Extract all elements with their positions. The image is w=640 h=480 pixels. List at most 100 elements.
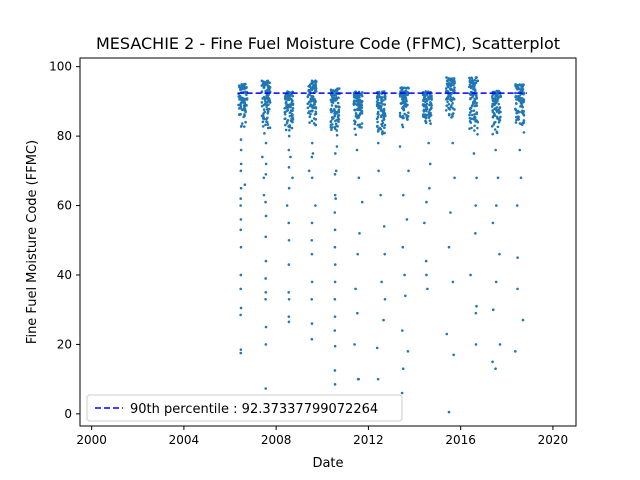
data-point	[333, 107, 336, 111]
data-point	[514, 102, 518, 105]
data-point	[314, 81, 317, 85]
data-point	[496, 176, 500, 180]
data-point	[337, 113, 341, 117]
data-point	[377, 128, 380, 131]
data-point	[354, 120, 357, 124]
data-point	[335, 98, 338, 101]
data-point	[498, 343, 502, 346]
data-point	[491, 221, 495, 225]
data-point	[239, 197, 242, 200]
data-point	[470, 77, 474, 80]
data-point	[288, 111, 292, 115]
data-point	[310, 337, 314, 341]
x-axis-label: Date	[312, 456, 343, 471]
data-point	[287, 320, 291, 324]
data-point	[494, 96, 497, 99]
data-point	[499, 94, 502, 97]
data-point	[268, 126, 272, 130]
data-point	[291, 176, 294, 180]
data-point	[475, 79, 479, 83]
data-point	[333, 193, 337, 197]
data-point	[287, 186, 291, 190]
data-point	[516, 87, 519, 91]
data-point	[287, 148, 291, 152]
data-point	[284, 100, 288, 104]
data-point	[312, 86, 315, 89]
data-point	[285, 121, 289, 125]
data-point	[468, 76, 471, 80]
data-point	[333, 125, 337, 129]
data-point	[260, 101, 264, 104]
data-point	[308, 83, 312, 87]
data-point	[239, 98, 242, 101]
data-point	[514, 350, 517, 353]
data-point	[425, 109, 428, 113]
data-point	[468, 120, 472, 123]
data-point	[287, 297, 291, 301]
data-point	[354, 112, 358, 115]
data-point	[357, 105, 361, 108]
data-point	[314, 89, 318, 93]
data-point	[333, 297, 337, 301]
data-point	[376, 125, 379, 128]
data-point	[491, 94, 494, 98]
data-point	[494, 367, 497, 371]
data-point	[403, 100, 407, 103]
data-point	[452, 83, 455, 87]
data-point	[446, 84, 450, 88]
data-point	[239, 351, 243, 355]
data-point	[379, 115, 383, 118]
data-point	[239, 186, 243, 190]
data-point	[452, 353, 455, 357]
data-point	[354, 287, 357, 291]
x-tick-label: 2008	[261, 433, 292, 447]
data-point	[468, 116, 472, 120]
data-point	[518, 98, 521, 102]
data-point	[310, 238, 314, 242]
data-point	[522, 119, 526, 122]
data-point	[383, 252, 387, 256]
data-point	[355, 148, 359, 152]
data-point	[444, 109, 448, 112]
data-point	[283, 112, 287, 116]
data-point	[383, 113, 387, 117]
data-point	[264, 297, 267, 301]
data-point	[314, 106, 318, 110]
data-point	[496, 92, 499, 96]
y-tick-label: 60	[57, 199, 72, 213]
data-point	[448, 108, 452, 111]
data-point	[425, 93, 429, 97]
data-point	[264, 200, 267, 204]
data-point	[262, 193, 266, 197]
data-point	[494, 107, 497, 110]
data-point	[495, 99, 499, 103]
data-point	[360, 101, 363, 104]
chart-title: MESACHIE 2 - Fine Fuel Moisture Code (FF…	[96, 34, 560, 53]
data-point	[425, 99, 429, 102]
data-point	[310, 88, 314, 92]
data-point	[428, 103, 431, 107]
data-point	[334, 119, 337, 123]
data-point	[475, 97, 479, 100]
data-point	[310, 119, 314, 123]
data-point	[285, 204, 289, 207]
data-point	[264, 343, 268, 346]
data-point	[355, 100, 359, 103]
data-point	[383, 131, 386, 135]
data-point	[447, 410, 451, 414]
data-point	[241, 87, 245, 90]
x-tick-label: 2000	[76, 433, 107, 447]
data-point	[243, 183, 247, 187]
data-point	[406, 91, 410, 94]
data-point	[243, 102, 246, 105]
data-point	[288, 128, 291, 132]
data-point	[311, 80, 314, 83]
data-point	[493, 121, 496, 125]
data-point	[451, 101, 454, 105]
data-point	[241, 97, 244, 101]
data-point	[334, 152, 337, 155]
data-point	[491, 115, 495, 119]
data-point	[406, 86, 410, 89]
data-point	[330, 128, 333, 132]
data-point	[423, 221, 426, 225]
